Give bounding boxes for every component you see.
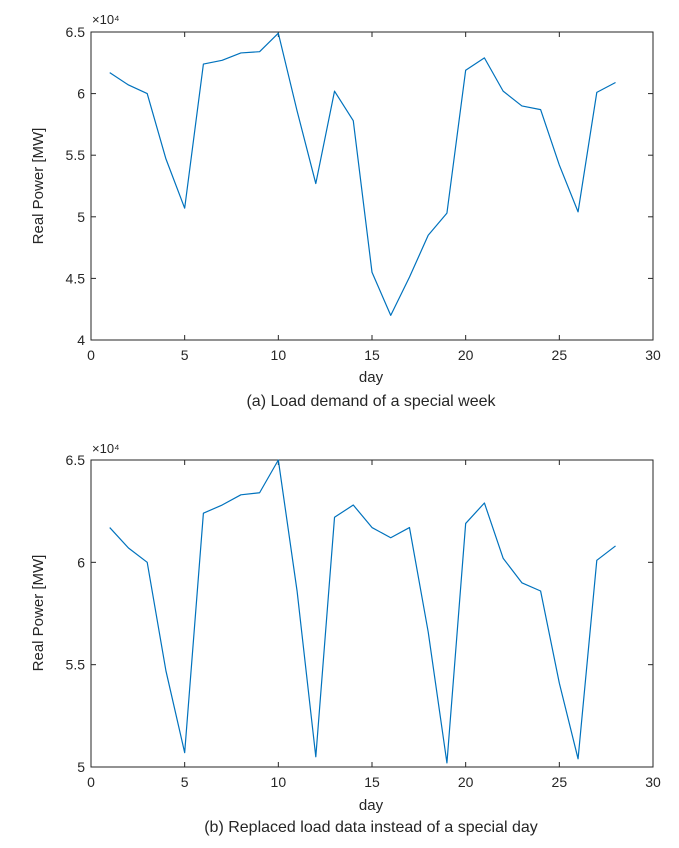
chart-a-ytick-label: 4.5 <box>66 270 86 286</box>
chart-a-xtick-label: 30 <box>645 347 661 363</box>
chart-b-ytick-label: 5.5 <box>66 657 86 673</box>
chart-b: day Real Power [MW] ×10⁴ (b) Replaced lo… <box>30 441 661 836</box>
chart-a-xtick-label: 20 <box>458 347 474 363</box>
chart-a-series-line <box>109 32 616 316</box>
chart-a-ytick-label: 6 <box>77 86 85 102</box>
chart-a-xtick-label: 25 <box>552 347 568 363</box>
chart-a-caption: (a) Load demand of a special week <box>246 393 496 410</box>
chart-b-xtick-label: 10 <box>271 774 287 790</box>
chart-a-xtick-label: 5 <box>181 347 189 363</box>
chart-a-ylabel: Real Power [MW] <box>30 128 47 245</box>
chart-a-exponent: ×10⁴ <box>92 12 120 27</box>
chart-b-ytick-label: 5 <box>77 759 85 775</box>
chart-a-xtick-label: 10 <box>271 347 287 363</box>
chart-a-ytick-label: 5 <box>77 209 85 225</box>
chart-b-xtick-label: 25 <box>552 774 568 790</box>
chart-b-ylabel: Real Power [MW] <box>30 555 47 672</box>
chart-b-xtick-label: 15 <box>364 774 380 790</box>
chart-b-series-line <box>109 459 616 764</box>
chart-a-xlabel: day <box>359 369 384 386</box>
chart-a-ytick-label: 5.5 <box>66 147 86 163</box>
chart-b-xtick-label: 0 <box>87 774 95 790</box>
chart-a-xtick-label: 15 <box>364 347 380 363</box>
chart-a-ytick-label: 6.5 <box>66 24 86 40</box>
chart-b-ytick-label: 6.5 <box>66 452 86 468</box>
chart-b-exponent: ×10⁴ <box>92 441 120 456</box>
chart-a-ytick-label: 4 <box>77 332 85 348</box>
chart-b-plot-frame <box>90 459 654 768</box>
chart-b-xlabel: day <box>359 797 384 814</box>
chart-b-xtick-label: 5 <box>181 774 189 790</box>
chart-b-caption: (b) Replaced load data instead of a spec… <box>204 819 538 836</box>
chart-a-xtick-label: 0 <box>87 347 95 363</box>
chart-b-xtick-label: 20 <box>458 774 474 790</box>
chart-a: day Real Power [MW] ×10⁴ (a) Load demand… <box>30 12 661 410</box>
chart-b-ytick-label: 6 <box>77 554 85 570</box>
chart-a-plot-frame <box>90 31 654 341</box>
chart-b-xtick-label: 30 <box>645 774 661 790</box>
